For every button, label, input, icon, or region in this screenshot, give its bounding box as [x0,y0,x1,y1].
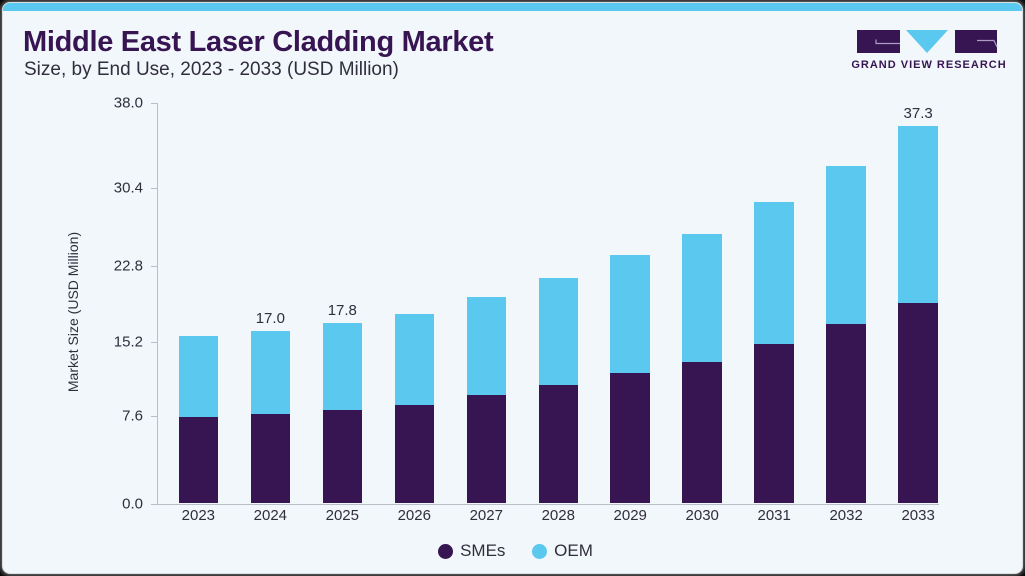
svg-text:GRAND VIEW RESEARCH: GRAND VIEW RESEARCH [851,59,1006,71]
